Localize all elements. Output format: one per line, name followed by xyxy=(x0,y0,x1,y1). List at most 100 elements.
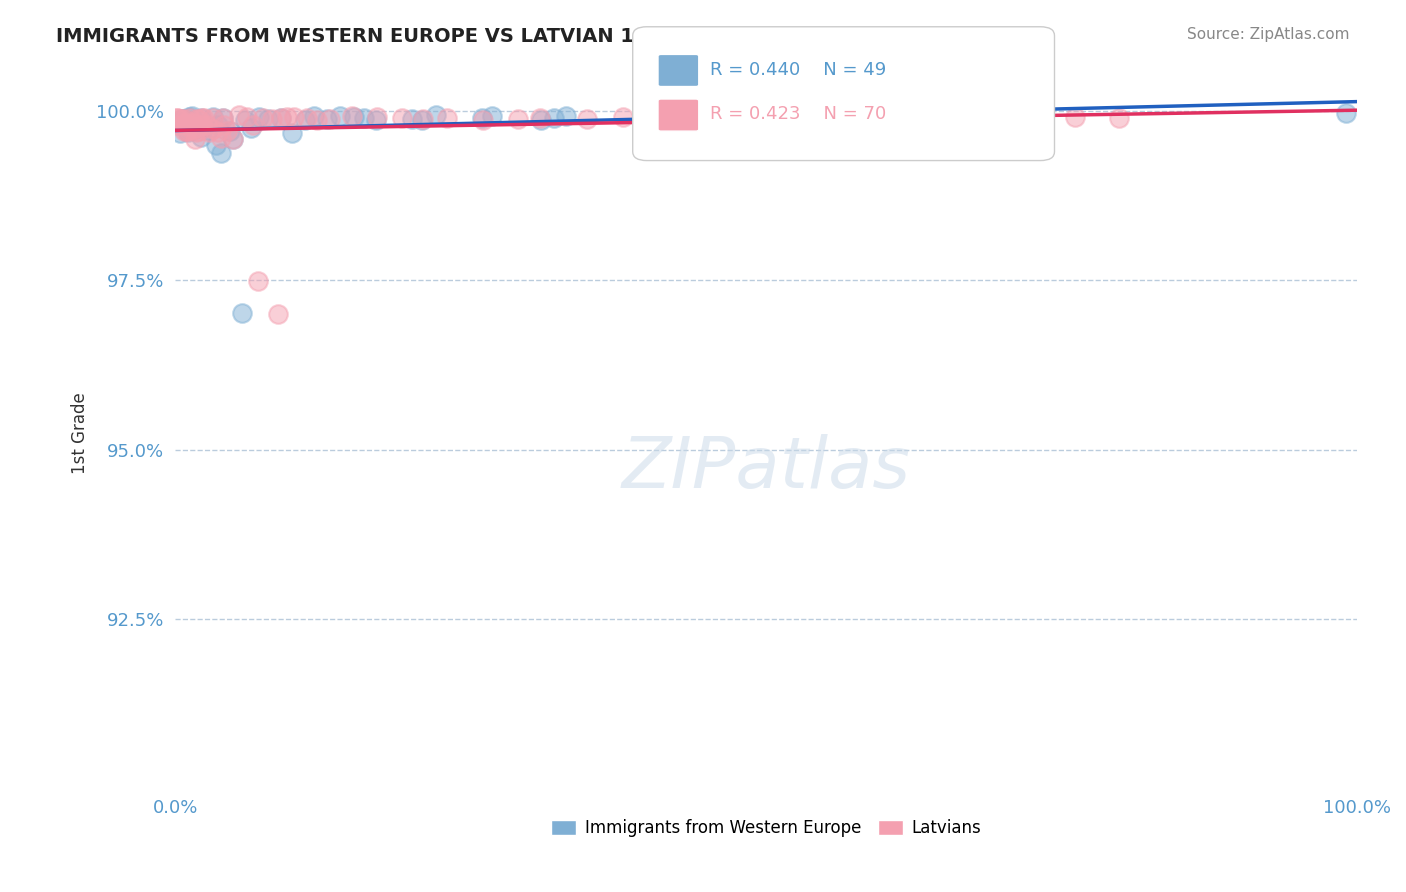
Point xyxy=(993,111,1015,125)
Point xyxy=(353,112,375,126)
Point xyxy=(554,110,576,124)
Point xyxy=(543,111,565,125)
Point xyxy=(170,115,193,129)
Point xyxy=(731,112,754,127)
Point xyxy=(908,112,931,126)
Point xyxy=(181,109,204,123)
Point xyxy=(471,112,494,127)
Point xyxy=(187,124,209,138)
Point xyxy=(190,130,212,145)
Point xyxy=(222,132,245,146)
Point xyxy=(177,110,200,124)
Point xyxy=(190,111,212,125)
Point xyxy=(176,124,198,138)
Point xyxy=(242,118,264,132)
Point xyxy=(612,110,634,124)
Text: R = 0.423    N = 70: R = 0.423 N = 70 xyxy=(710,105,886,123)
Point xyxy=(186,121,208,136)
Point xyxy=(790,112,813,127)
Point xyxy=(217,123,239,137)
Y-axis label: 1st Grade: 1st Grade xyxy=(72,392,89,474)
Point xyxy=(191,118,214,132)
Point xyxy=(391,111,413,125)
Point xyxy=(661,112,683,126)
Point xyxy=(425,108,447,122)
Point xyxy=(198,125,221,139)
Point xyxy=(329,109,352,123)
Point xyxy=(193,111,215,125)
Point xyxy=(214,118,236,132)
Point xyxy=(838,113,860,128)
Point xyxy=(201,122,224,136)
Point xyxy=(212,111,235,125)
Point xyxy=(193,120,215,134)
Point xyxy=(181,122,204,136)
Point xyxy=(508,112,530,126)
Point xyxy=(1336,106,1358,120)
Point xyxy=(212,112,235,126)
Point xyxy=(209,131,232,145)
Point xyxy=(197,122,219,136)
Point xyxy=(270,111,292,125)
Point xyxy=(436,111,458,125)
Text: Source: ZipAtlas.com: Source: ZipAtlas.com xyxy=(1187,27,1350,42)
Point xyxy=(411,112,433,127)
Point xyxy=(186,112,208,126)
Point xyxy=(801,111,824,125)
Point xyxy=(945,111,967,125)
Point xyxy=(207,118,229,132)
Point xyxy=(685,112,707,127)
Point xyxy=(575,112,598,126)
Point xyxy=(270,112,292,126)
Point xyxy=(266,307,288,321)
Point xyxy=(307,112,329,127)
Point xyxy=(174,124,197,138)
Legend: Immigrants from Western Europe, Latvians: Immigrants from Western Europe, Latvians xyxy=(544,812,987,844)
Point xyxy=(222,132,245,146)
Point xyxy=(247,274,270,288)
Point xyxy=(366,110,388,124)
Point xyxy=(177,119,200,133)
Point xyxy=(294,113,316,128)
Point xyxy=(481,110,503,124)
Point xyxy=(179,111,201,125)
Point xyxy=(204,138,226,153)
Point xyxy=(173,124,195,138)
Point xyxy=(1025,112,1047,126)
Point xyxy=(260,112,283,127)
Point xyxy=(219,124,242,138)
Point xyxy=(1064,110,1087,124)
Point xyxy=(315,112,337,126)
Text: IMMIGRANTS FROM WESTERN EUROPE VS LATVIAN 1ST GRADE CORRELATION CHART: IMMIGRANTS FROM WESTERN EUROPE VS LATVIA… xyxy=(56,27,984,45)
Point xyxy=(174,112,197,126)
Point xyxy=(169,112,191,127)
Point xyxy=(186,119,208,133)
Point xyxy=(1108,112,1130,126)
Point xyxy=(183,123,205,137)
Point xyxy=(173,112,195,127)
Point xyxy=(412,112,434,126)
Point xyxy=(228,108,250,122)
Point xyxy=(170,112,193,126)
Point xyxy=(302,109,325,123)
Text: ZIPatlas: ZIPatlas xyxy=(621,434,911,503)
Point xyxy=(174,118,197,132)
Point xyxy=(181,116,204,130)
Point xyxy=(169,126,191,140)
Point xyxy=(281,126,304,140)
Point xyxy=(184,125,207,139)
Point xyxy=(648,112,671,127)
Point xyxy=(247,110,270,124)
Point xyxy=(173,116,195,130)
Point xyxy=(343,110,366,124)
Point xyxy=(166,112,188,126)
Point xyxy=(195,118,218,132)
Point xyxy=(177,124,200,138)
Point xyxy=(184,132,207,146)
Point xyxy=(252,111,274,125)
Point xyxy=(366,112,388,127)
Point xyxy=(231,306,253,320)
Point xyxy=(295,112,318,126)
Point xyxy=(276,110,298,124)
Point xyxy=(233,112,256,127)
